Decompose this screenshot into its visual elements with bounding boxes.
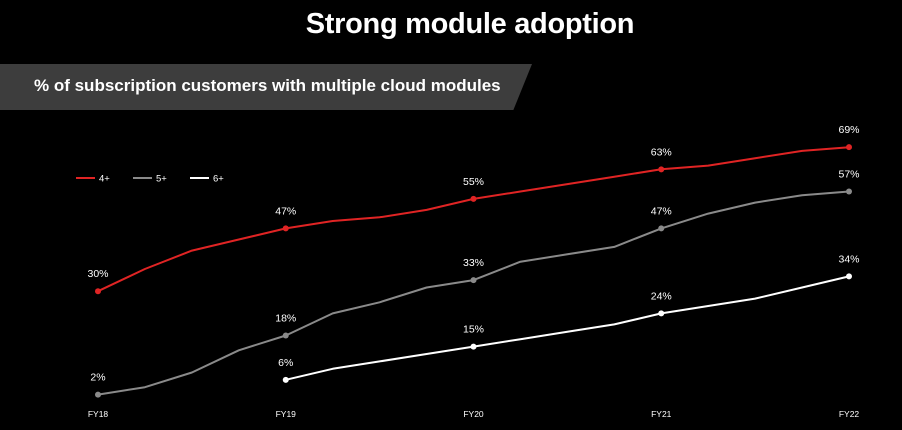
series-5plus-value-label: 57% bbox=[838, 168, 859, 180]
data-labels: 30% 47% 55% 63% 69% 2% 18% 33% 47% 57% 6% 15% 24% 34% bbox=[87, 124, 859, 383]
series-5plus-value-label: 47% bbox=[651, 205, 672, 217]
series-4plus-value-label: 55% bbox=[463, 176, 484, 188]
series-5plus-value-label: 18% bbox=[275, 313, 296, 325]
subtitle-banner: % of subscription customers with multipl… bbox=[0, 64, 532, 110]
series-6plus-point bbox=[658, 310, 665, 317]
chart-legend: 4+ 5+ 6+ bbox=[76, 174, 224, 185]
series-6plus-value-label: 34% bbox=[838, 253, 859, 265]
series-4plus-line bbox=[97, 146, 850, 293]
series-4plus-value-label: 63% bbox=[651, 146, 672, 158]
series-6plus-line bbox=[285, 275, 850, 381]
series-4plus-value-label: 30% bbox=[87, 268, 108, 280]
series-6plus-value-label: 24% bbox=[651, 290, 672, 302]
series-4plus-point bbox=[282, 225, 289, 232]
x-tick-label: FY22 bbox=[839, 409, 860, 419]
series-4plus-point bbox=[658, 166, 665, 173]
x-tick-label: FY19 bbox=[276, 409, 297, 419]
series-5plus-point bbox=[282, 332, 289, 339]
series-5plus-value-label: 2% bbox=[90, 372, 105, 384]
series-5plus-point bbox=[95, 391, 101, 398]
x-tick-label: FY21 bbox=[651, 409, 672, 419]
series-6plus-value-label: 15% bbox=[463, 324, 484, 336]
series-5plus-legend-label: 5+ bbox=[156, 174, 167, 185]
series-6plus-point bbox=[846, 273, 852, 280]
series-5plus-value-label: 33% bbox=[463, 257, 484, 269]
x-tick-label: FY20 bbox=[463, 409, 484, 419]
series-5plus-line bbox=[97, 190, 850, 396]
series-5plus-point bbox=[846, 188, 852, 195]
series-5plus-point bbox=[470, 277, 477, 284]
series-4plus-value-label: 69% bbox=[838, 124, 859, 136]
series-5plus-point bbox=[658, 225, 665, 232]
series-4plus-point bbox=[470, 195, 477, 202]
series-6plus-point bbox=[470, 343, 477, 350]
page-title: Strong module adoption bbox=[305, 8, 635, 40]
series-4plus-legend-label: 4+ bbox=[99, 174, 110, 185]
subtitle-text: % of subscription customers with multipl… bbox=[34, 76, 501, 95]
series-6plus-point bbox=[282, 376, 289, 383]
x-axis-ticks: FY18 FY19 FY20 FY21 FY22 bbox=[88, 409, 860, 419]
data-markers bbox=[95, 144, 852, 398]
series-6plus-legend-label: 6+ bbox=[213, 174, 224, 185]
series-4plus-point bbox=[95, 288, 101, 295]
series-4plus-point bbox=[846, 144, 852, 151]
series-6plus-value-label: 6% bbox=[278, 357, 293, 369]
x-tick-label: FY18 bbox=[88, 409, 109, 419]
series-4plus-value-label: 47% bbox=[275, 205, 296, 217]
